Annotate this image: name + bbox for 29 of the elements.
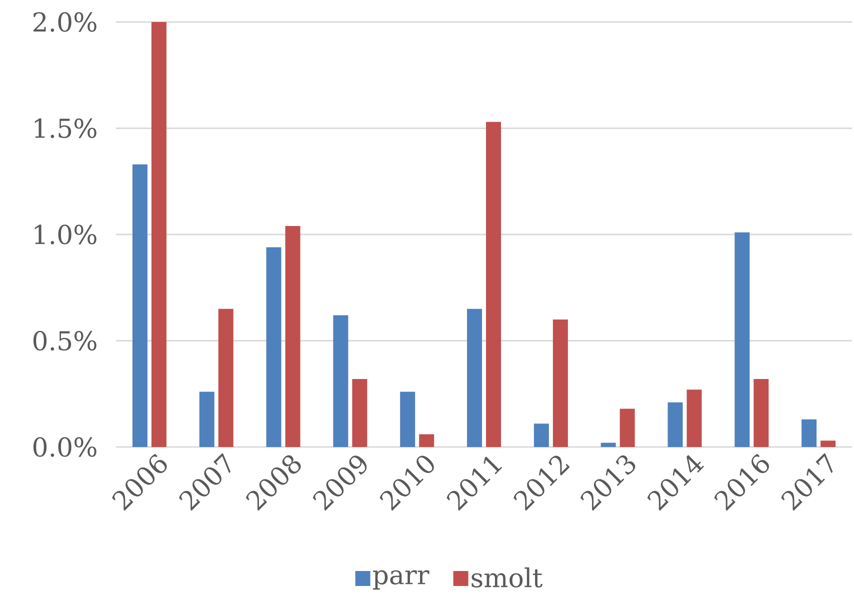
bar: [486, 122, 502, 447]
y-tick-label: 1.5%: [34, 118, 96, 138]
bar: [620, 408, 635, 447]
bar: [199, 392, 214, 447]
legend-label: smolt: [472, 567, 542, 588]
bar: [802, 419, 817, 447]
bar: [352, 379, 368, 447]
bar: [333, 315, 348, 447]
bar: [419, 434, 434, 447]
bar: [151, 22, 166, 447]
bar: [467, 308, 482, 447]
bar: [600, 442, 616, 447]
y-tick-label: 2.0%: [34, 12, 96, 32]
y-tick-label: 1.0%: [34, 224, 96, 244]
bar: [285, 226, 300, 447]
bar: [400, 392, 416, 447]
bar: [534, 424, 549, 447]
bar: [552, 320, 568, 447]
bar: [218, 308, 234, 447]
bar: [266, 247, 282, 447]
bar: [132, 164, 148, 447]
legend-label: parr: [373, 570, 430, 590]
bar: [734, 232, 750, 447]
bar: [820, 440, 836, 447]
bar: [754, 379, 769, 447]
y-tick-label: 0.5%: [33, 330, 96, 351]
bar: [668, 402, 683, 447]
y-tick-label: 0.0%: [33, 437, 96, 457]
bar: [686, 390, 702, 447]
